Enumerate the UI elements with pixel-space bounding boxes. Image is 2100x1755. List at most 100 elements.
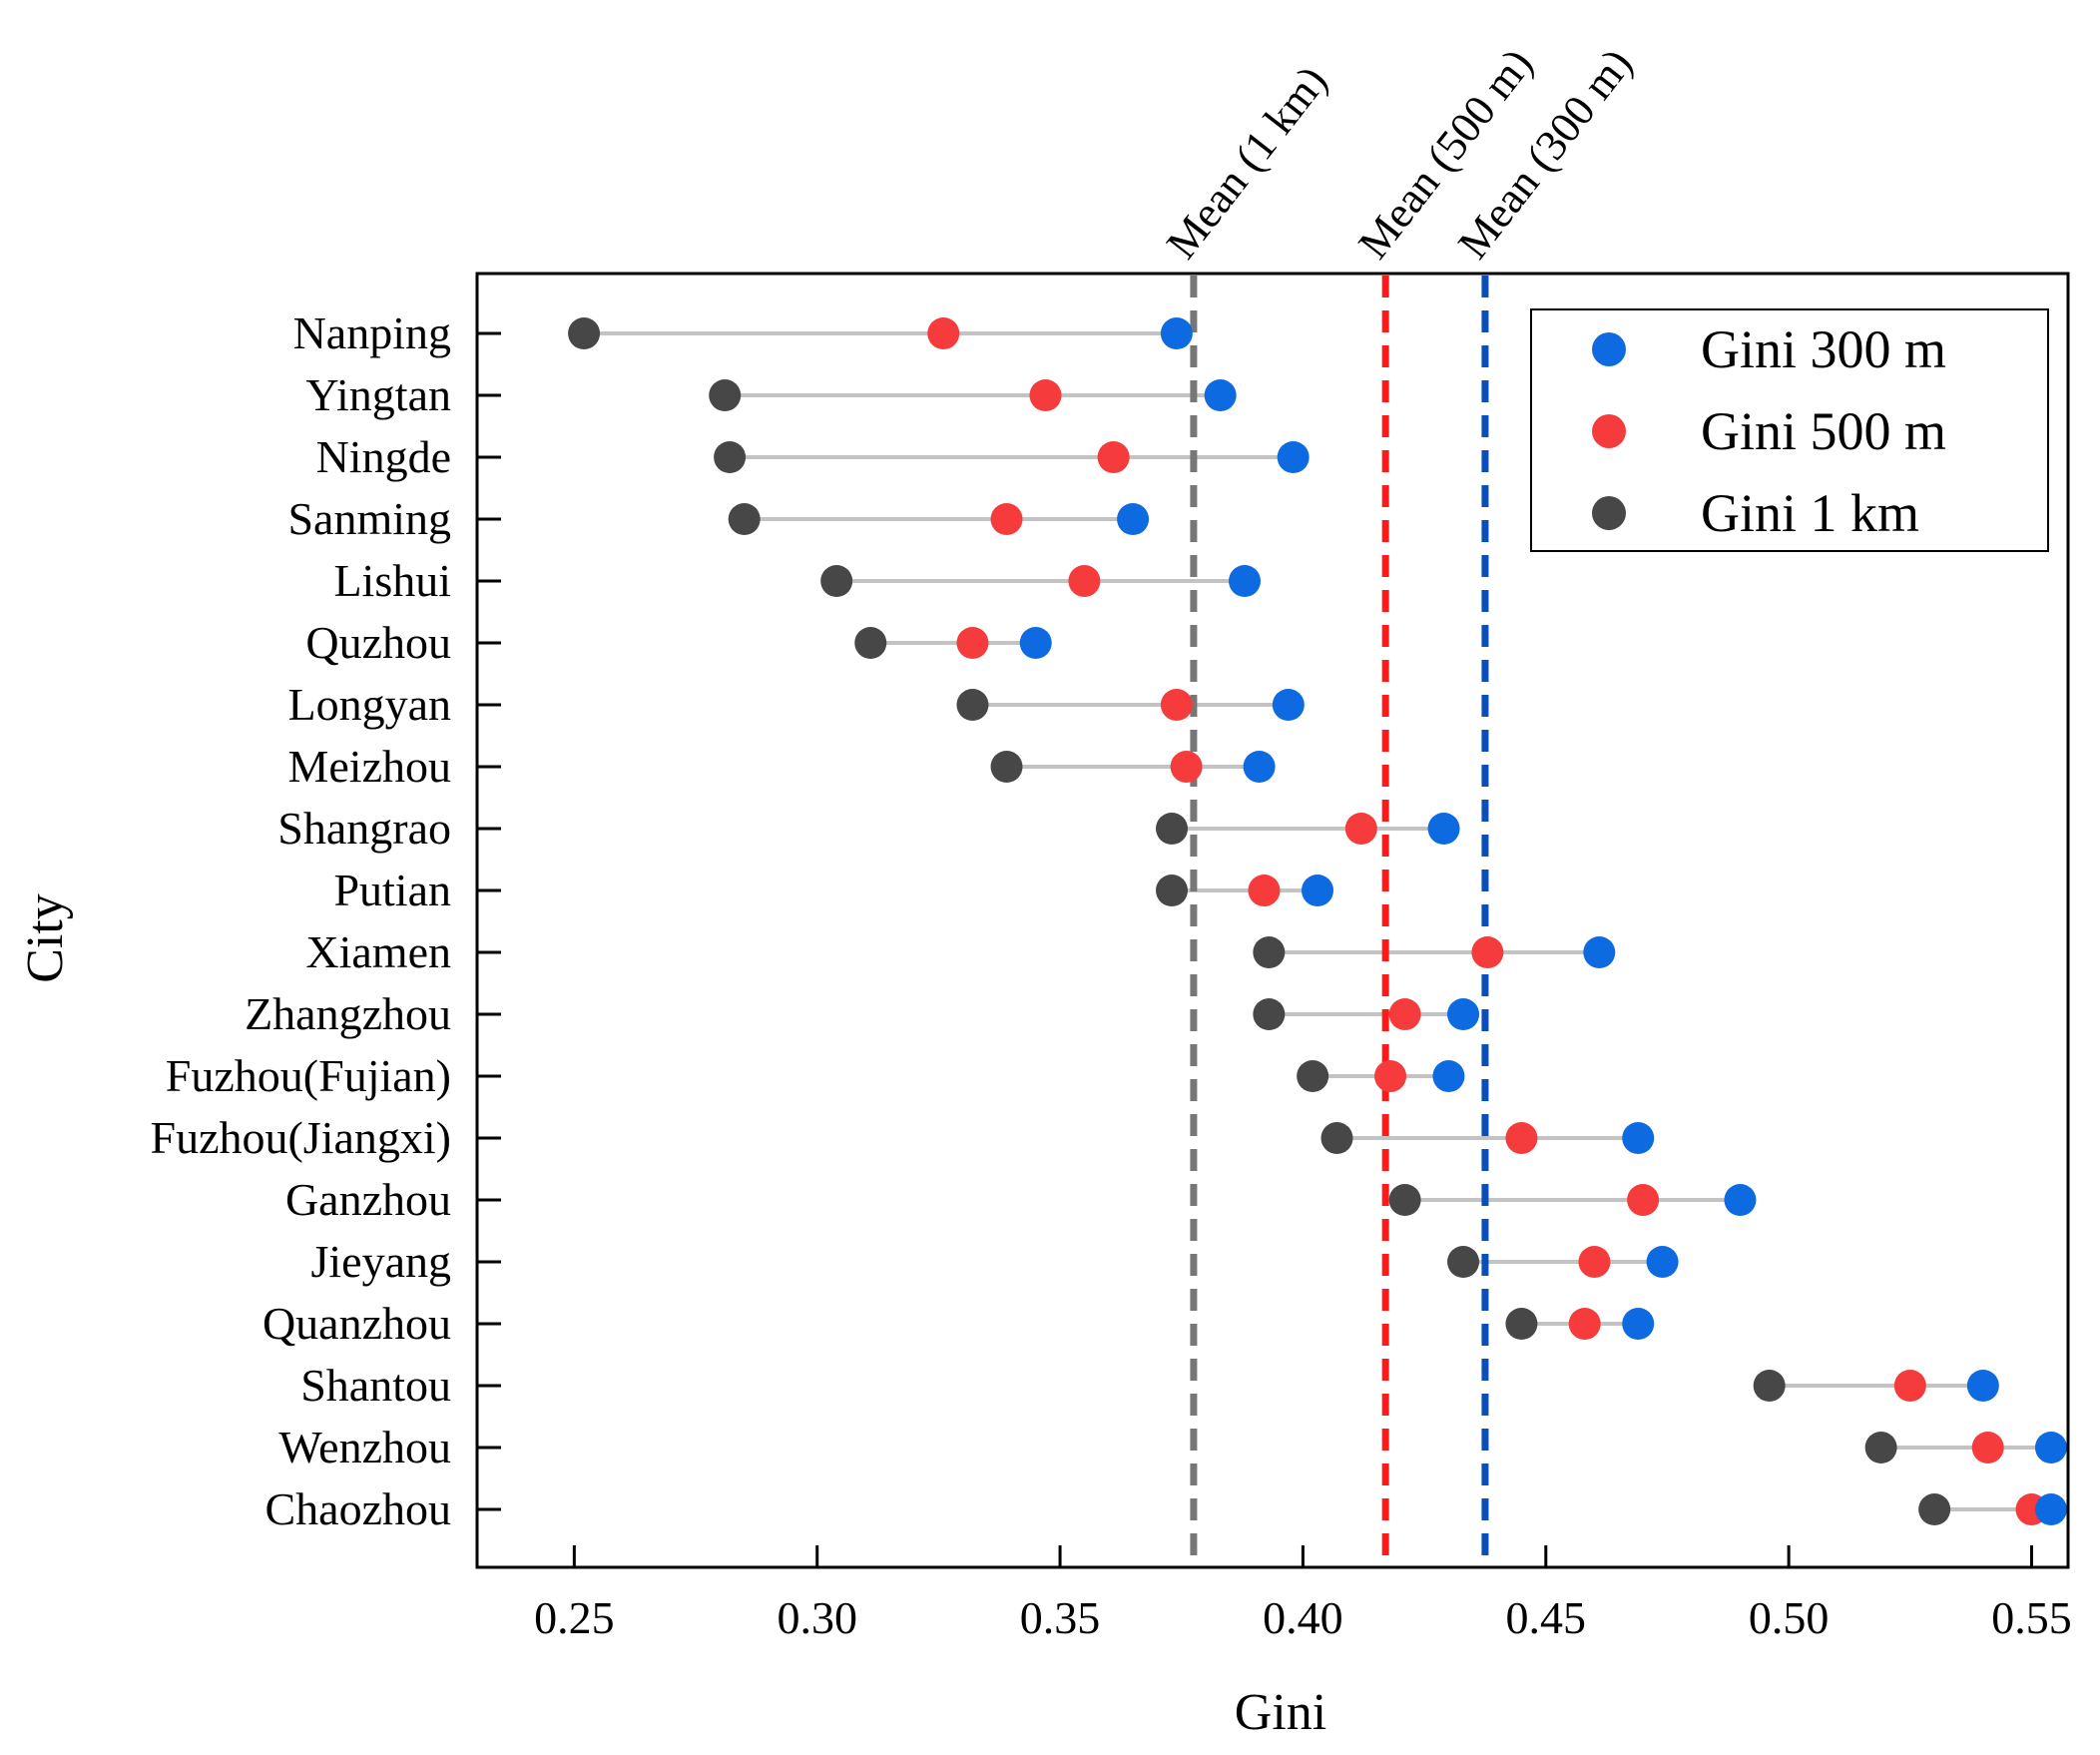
data-point: [1646, 1246, 1679, 1278]
data-point: [990, 751, 1023, 783]
legend-label: Gini 300 m: [1701, 319, 1946, 379]
y-tick-label: Ningde: [316, 431, 451, 482]
data-point: [1583, 936, 1616, 968]
data-point: [1966, 1370, 1999, 1402]
legend-label: Gini 1 km: [1701, 483, 1919, 543]
y-tick-label: Quanzhou: [262, 1298, 451, 1349]
data-point: [2034, 1432, 2067, 1463]
data-point: [1622, 1122, 1655, 1154]
data-point: [1272, 689, 1305, 721]
data-point: [956, 627, 989, 659]
data-point: [1097, 441, 1130, 473]
data-point: [1243, 751, 1276, 783]
data-point: [854, 627, 887, 659]
y-tick-label: Longyan: [287, 679, 451, 730]
data-point: [1427, 813, 1460, 845]
legend-marker: [1592, 496, 1626, 530]
data-point: [1447, 998, 1480, 1030]
x-axis-ticks: 0.25 0.30 0.35 0.40 0.45 0.50 0.55: [534, 1545, 2072, 1643]
data-point: [728, 503, 761, 535]
data-point: [1248, 875, 1281, 906]
data-point: [1277, 441, 1310, 473]
legend-marker: [1592, 414, 1626, 448]
data-point: [1302, 875, 1334, 906]
data-point: [1229, 565, 1262, 597]
y-tick-label: Wenzhou: [278, 1422, 451, 1472]
y-tick-label: Sanming: [287, 493, 451, 544]
data-point: [1297, 1060, 1329, 1092]
x-tick-label: 0.35: [1020, 1592, 1101, 1643]
x-tick-label: 0.55: [1991, 1592, 2072, 1643]
data-point: [1320, 1122, 1353, 1154]
data-points: [568, 317, 2067, 1525]
data-point: [1204, 379, 1237, 411]
data-point: [1170, 751, 1203, 783]
data-point: [1568, 1308, 1601, 1340]
data-point: [1160, 689, 1193, 721]
data-point: [709, 379, 742, 411]
x-tick-label: 0.50: [1749, 1592, 1830, 1643]
data-point: [1627, 1184, 1660, 1216]
y-axis-title: City: [17, 893, 74, 983]
data-point: [1471, 936, 1504, 968]
data-point: [1388, 1184, 1421, 1216]
data-point: [1374, 1060, 1407, 1092]
data-point: [1388, 998, 1421, 1030]
data-point: [956, 689, 989, 721]
data-point: [1918, 1493, 1951, 1525]
y-tick-label: Shantou: [300, 1360, 451, 1411]
y-tick-label: Fuzhou(Fujian): [166, 1050, 451, 1101]
y-tick-label: Meizhou: [287, 741, 451, 792]
data-point: [820, 565, 853, 597]
x-tick-label: 0.30: [777, 1592, 857, 1643]
legend-label: Gini 500 m: [1701, 401, 1946, 461]
legend: Gini 300 m Gini 500 m Gini 1 km: [1530, 308, 2049, 552]
data-point: [1253, 936, 1286, 968]
data-point: [1505, 1122, 1538, 1154]
mean-line-labels: Mean (1 km) Mean (500 m)Mean (300 m): [1157, 40, 1642, 269]
data-point: [1344, 813, 1377, 845]
data-point: [1253, 998, 1286, 1030]
data-point: [1893, 1370, 1926, 1402]
y-tick-label: Quzhou: [305, 617, 451, 668]
y-axis-ticks: Nanping Yingtan Ningde Sanming Lishui Quzhou L…: [150, 307, 501, 1534]
data-point: [1019, 627, 1052, 659]
y-tick-label: Yingtan: [305, 369, 451, 420]
mean-lines: [1190, 276, 1489, 1565]
y-tick-label: Xiamen: [305, 926, 451, 977]
legend-marker: [1592, 332, 1626, 366]
data-point: [1753, 1370, 1786, 1402]
data-point: [568, 317, 601, 349]
y-tick-label: Putian: [333, 865, 451, 915]
data-point: [1971, 1432, 2004, 1463]
data-point: [990, 503, 1023, 535]
y-tick-label: Jieyang: [310, 1236, 451, 1287]
x-axis-title: Gini: [1235, 1684, 1326, 1741]
data-point: [714, 441, 747, 473]
data-point: [1156, 875, 1189, 906]
data-point: [1029, 379, 1062, 411]
mean-line-label: Mean (1 km): [1157, 57, 1336, 268]
data-point: [927, 317, 960, 349]
data-point: [2034, 1493, 2067, 1525]
y-tick-label: Shangrao: [277, 803, 451, 854]
data-point: [1578, 1246, 1611, 1278]
y-tick-label: Fuzhou(Jiangxi): [150, 1112, 451, 1163]
x-tick-label: 0.40: [1263, 1592, 1343, 1643]
data-point: [1068, 565, 1101, 597]
data-point: [1117, 503, 1150, 535]
data-point: [1432, 1060, 1465, 1092]
x-tick-label: 0.45: [1506, 1592, 1587, 1643]
y-tick-label: Zhangzhou: [245, 988, 451, 1039]
y-tick-label: Ganzhou: [285, 1174, 451, 1225]
y-tick-label: Lishui: [333, 555, 451, 606]
data-point: [1505, 1308, 1538, 1340]
data-point: [1864, 1432, 1897, 1463]
plot-frame: [475, 272, 2070, 1569]
data-point: [1622, 1308, 1655, 1340]
y-tick-label: Nanping: [293, 307, 451, 358]
x-tick-label: 0.25: [534, 1592, 615, 1643]
data-point: [1156, 813, 1189, 845]
data-point: [1160, 317, 1193, 349]
